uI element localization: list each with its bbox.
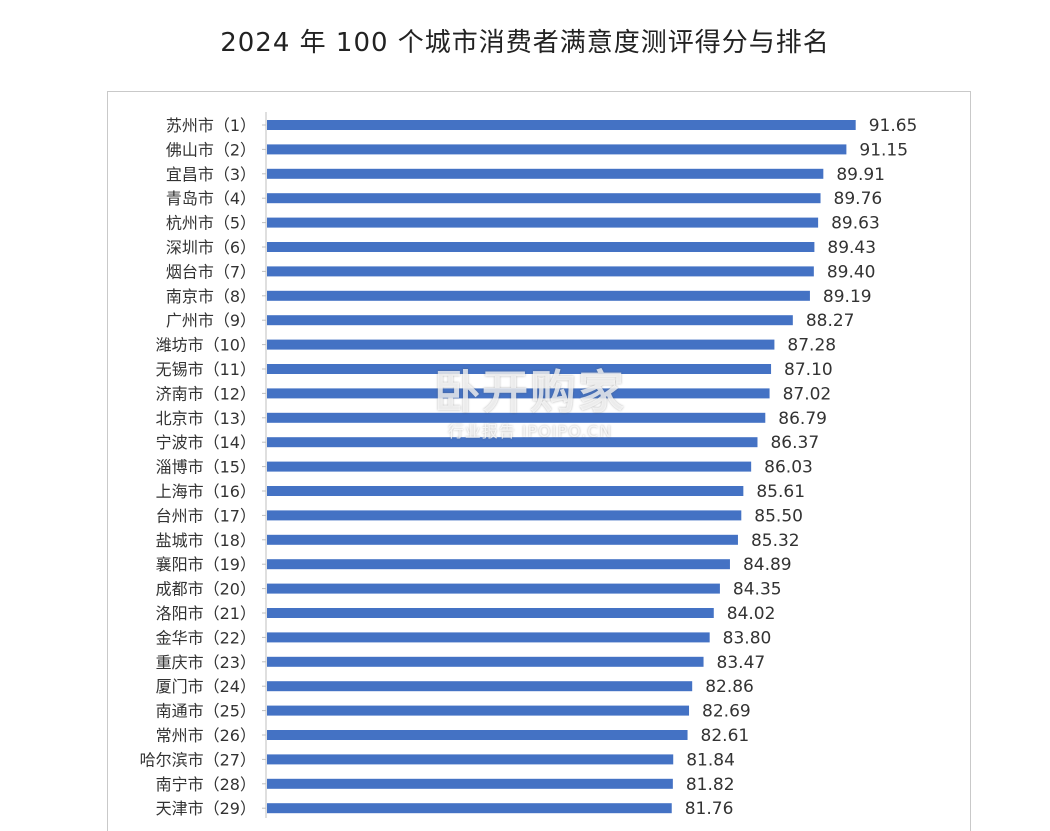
category-label: 南通市（25） [156,702,256,721]
data-label: 84.35 [733,580,782,600]
category-label: 南京市（8） [166,287,256,306]
data-label: 82.86 [705,677,754,697]
category-label: 苏州市（1） [166,116,256,135]
bar [267,730,688,740]
category-label: 金华市（22） [156,628,256,647]
chart-title: 2024 年 100 个城市消费者满意度测评得分与排名 [220,28,830,58]
data-label: 88.27 [806,311,855,331]
category-label: 常州市（26） [156,726,256,745]
data-label: 87.02 [783,384,832,404]
data-label: 85.61 [756,482,805,502]
data-label: 83.47 [717,653,766,673]
category-label: 厦门市（24） [156,677,256,696]
bar [267,437,758,448]
bar [267,632,710,643]
category-label: 杭州市（5） [166,214,256,233]
data-label: 89.91 [836,165,885,185]
data-label: 81.82 [686,775,735,795]
data-label: 87.28 [787,336,836,356]
bar [267,242,815,252]
category-label: 重庆市（23） [156,653,256,672]
bar [267,608,714,618]
data-label: 85.50 [754,506,803,526]
data-label: 84.89 [743,555,792,575]
category-label: 济南市（12） [156,384,256,403]
bar [267,193,821,204]
category-label: 南宁市（28） [156,775,256,794]
bar [267,120,856,130]
category-label: 宜昌市（3） [166,165,256,184]
data-label: 86.37 [770,433,819,453]
data-label: 89.19 [823,287,872,307]
bar [267,486,744,496]
bar [267,583,720,594]
data-label: 89.43 [827,238,876,258]
bar [267,803,672,814]
data-label: 91.65 [869,116,918,136]
category-label: 青岛市（4） [166,189,256,208]
category-label: 深圳市（6） [166,238,256,257]
data-label: 82.69 [702,702,751,722]
category-label: 无锡市（11） [156,360,256,379]
category-label: 天津市（29） [156,799,256,818]
category-label: 佛山市（2） [166,140,256,159]
data-label: 81.76 [685,799,734,818]
category-label: 洛阳市（21） [156,604,256,623]
category-label: 宁波市（14） [156,433,256,452]
bar [267,217,819,228]
category-label: 上海市（16） [156,482,256,501]
category-label: 成都市（20） [156,580,256,599]
bar [267,412,766,423]
data-label: 85.32 [751,531,800,551]
data-label: 83.80 [723,628,772,648]
data-label: 86.03 [764,458,813,478]
category-label: 盐城市（18） [156,531,256,550]
category-label: 淄博市（15） [156,458,256,477]
data-label: 91.15 [859,140,908,160]
bar [267,778,673,789]
bar [267,656,704,667]
category-label: 广州市（9） [166,311,256,330]
bar [267,290,810,301]
bar [267,315,793,326]
category-label: 北京市（13） [156,409,256,428]
data-label: 89.76 [834,189,883,209]
bar [267,168,824,179]
bar [267,681,693,692]
bar [267,510,742,521]
bar [267,339,775,350]
category-label: 哈尔滨市（27） [140,750,256,769]
data-label: 89.40 [827,262,876,282]
category-label: 烟台市（7） [166,262,256,281]
category-label: 台州市（17） [156,506,256,525]
bar [267,461,752,472]
category-label: 潍坊市（10） [156,336,256,355]
data-label: 86.79 [778,409,827,429]
data-label: 89.63 [831,214,880,234]
category-label: 襄阳市（19） [156,555,256,574]
plot-frame [107,91,971,831]
bar [267,559,730,570]
bar [267,364,772,374]
data-label: 87.10 [784,360,833,380]
data-label: 82.61 [701,726,750,746]
bar [267,388,770,399]
bar [267,266,814,277]
data-label: 81.84 [686,750,735,770]
data-label: 84.02 [727,604,776,624]
bar [267,754,674,765]
bar [267,144,847,155]
bar [267,534,738,545]
bar [267,705,690,716]
